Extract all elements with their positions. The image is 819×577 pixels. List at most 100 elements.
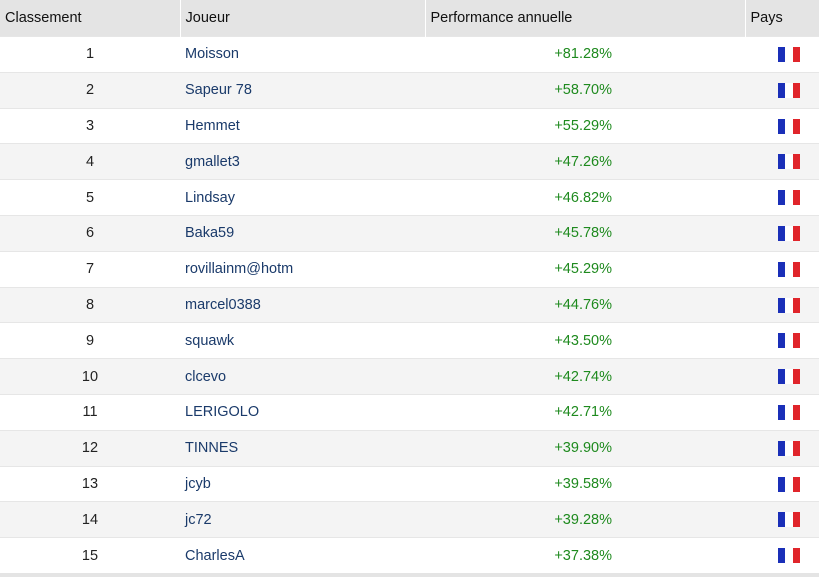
france-flag-icon	[778, 548, 800, 564]
player-cell: clcevo	[180, 358, 425, 395]
rank-cell: 4	[0, 143, 180, 180]
country-cell	[745, 465, 819, 502]
player-link[interactable]: squawk	[185, 332, 235, 349]
performance-cell: +47.26%	[425, 143, 745, 180]
country-cell	[745, 250, 819, 288]
player-cell: jc72	[180, 501, 425, 538]
rank-cell: 9	[0, 322, 180, 359]
player-cell: marcel0388	[180, 286, 425, 323]
rank-cell: 10	[0, 358, 180, 395]
performance-cell: +55.29%	[425, 107, 745, 144]
rank-cell: 3	[0, 107, 180, 144]
rank-cell: 1	[0, 36, 180, 73]
table-row: 15 CharlesA +37.38%	[0, 537, 819, 574]
table-row: 2 Sapeur 78 +58.70%	[0, 71, 819, 109]
france-flag-icon	[778, 333, 800, 349]
player-link[interactable]: Baka59	[185, 225, 235, 242]
france-flag-icon	[778, 369, 800, 385]
player-link[interactable]: Sapeur 78	[185, 82, 252, 99]
player-link[interactable]: gmallet3	[185, 153, 240, 170]
player-cell: gmallet3	[180, 143, 425, 180]
performance-cell: +39.28%	[425, 501, 745, 538]
table-row: 5 Lindsay +46.82%	[0, 179, 819, 216]
france-flag-icon	[778, 47, 800, 63]
performance-cell: +42.74%	[425, 358, 745, 395]
rank-cell: 2	[0, 71, 180, 109]
player-link[interactable]: jc72	[185, 511, 212, 528]
france-flag-icon	[778, 297, 800, 313]
country-cell	[745, 71, 819, 109]
player-cell: Lindsay	[180, 179, 425, 216]
table-row: 12 TINNES +39.90%	[0, 429, 819, 467]
france-flag-icon	[778, 476, 800, 492]
performance-cell: +42.71%	[425, 393, 745, 431]
france-flag-icon	[778, 405, 800, 421]
player-cell: Baka59	[180, 214, 425, 252]
player-link[interactable]: clcevo	[185, 368, 227, 385]
rank-cell: 15	[0, 537, 180, 574]
table-row: 6 Baka59 +45.78%	[0, 214, 819, 252]
player-link[interactable]: Lindsay	[185, 189, 235, 206]
performance-cell: +58.70%	[425, 71, 745, 109]
table-row: 11 LERIGOLO +42.71%	[0, 393, 819, 431]
france-flag-icon	[778, 512, 800, 528]
country-cell	[745, 214, 819, 252]
rank-cell: 12	[0, 429, 180, 467]
table-row: 7 rovillainm@hotm +45.29%	[0, 250, 819, 288]
header-rank[interactable]: Classement	[0, 0, 181, 37]
player-link[interactable]: LERIGOLO	[185, 404, 260, 421]
player-cell: jcyb	[180, 465, 425, 502]
rank-cell: 5	[0, 179, 180, 216]
performance-cell: +46.82%	[425, 179, 745, 216]
header-player[interactable]: Joueur	[180, 0, 426, 37]
france-flag-icon	[778, 118, 800, 134]
header-country[interactable]: Pays	[745, 0, 819, 37]
country-cell	[745, 429, 819, 467]
table-row: 9 squawk +43.50%	[0, 322, 819, 359]
player-link[interactable]: Hemmet	[185, 117, 240, 134]
player-link[interactable]: rovillainm@hotm	[185, 261, 294, 278]
performance-cell: +37.38%	[425, 537, 745, 574]
table-row: 4 gmallet3 +47.26%	[0, 143, 819, 180]
table-body: 1 Moisson +81.28% 2 Sapeur 78 +58.70% 3 Hemmet +…	[0, 36, 819, 574]
table-row: 13 jcyb +39.58%	[0, 465, 819, 502]
rank-cell: 7	[0, 250, 180, 288]
rank-cell: 11	[0, 393, 180, 431]
player-cell: Moisson	[180, 36, 425, 73]
player-cell: rovillainm@hotm	[180, 250, 425, 288]
player-cell: CharlesA	[180, 537, 425, 574]
performance-cell: +39.90%	[425, 429, 745, 467]
country-cell	[745, 36, 819, 73]
performance-cell: +45.29%	[425, 250, 745, 288]
table-row: 14 jc72 +39.28%	[0, 501, 819, 538]
player-link[interactable]: Moisson	[185, 46, 239, 63]
country-cell	[745, 322, 819, 359]
player-link[interactable]: CharlesA	[185, 547, 245, 564]
france-flag-icon	[778, 226, 800, 242]
country-cell	[745, 286, 819, 323]
header-performance[interactable]: Performance annuelle	[425, 0, 746, 37]
country-cell	[745, 143, 819, 180]
france-flag-icon	[778, 82, 800, 98]
player-cell: Hemmet	[180, 107, 425, 144]
player-cell: Sapeur 78	[180, 71, 425, 109]
table-row: 8 marcel0388 +44.76%	[0, 286, 819, 323]
player-cell: TINNES	[180, 429, 425, 467]
player-link[interactable]: TINNES	[185, 440, 239, 457]
player-cell: squawk	[180, 322, 425, 359]
performance-cell: +45.78%	[425, 214, 745, 252]
france-flag-icon	[778, 440, 800, 456]
rank-cell: 8	[0, 286, 180, 323]
performance-cell: +39.58%	[425, 465, 745, 502]
player-link[interactable]: jcyb	[185, 475, 211, 492]
country-cell	[745, 179, 819, 216]
country-cell	[745, 501, 819, 538]
country-cell	[745, 358, 819, 395]
france-flag-icon	[778, 154, 800, 170]
player-link[interactable]: marcel0388	[185, 296, 261, 313]
player-cell: LERIGOLO	[180, 393, 425, 431]
rank-cell: 14	[0, 501, 180, 538]
france-flag-icon	[778, 261, 800, 277]
performance-cell: +43.50%	[425, 322, 745, 359]
